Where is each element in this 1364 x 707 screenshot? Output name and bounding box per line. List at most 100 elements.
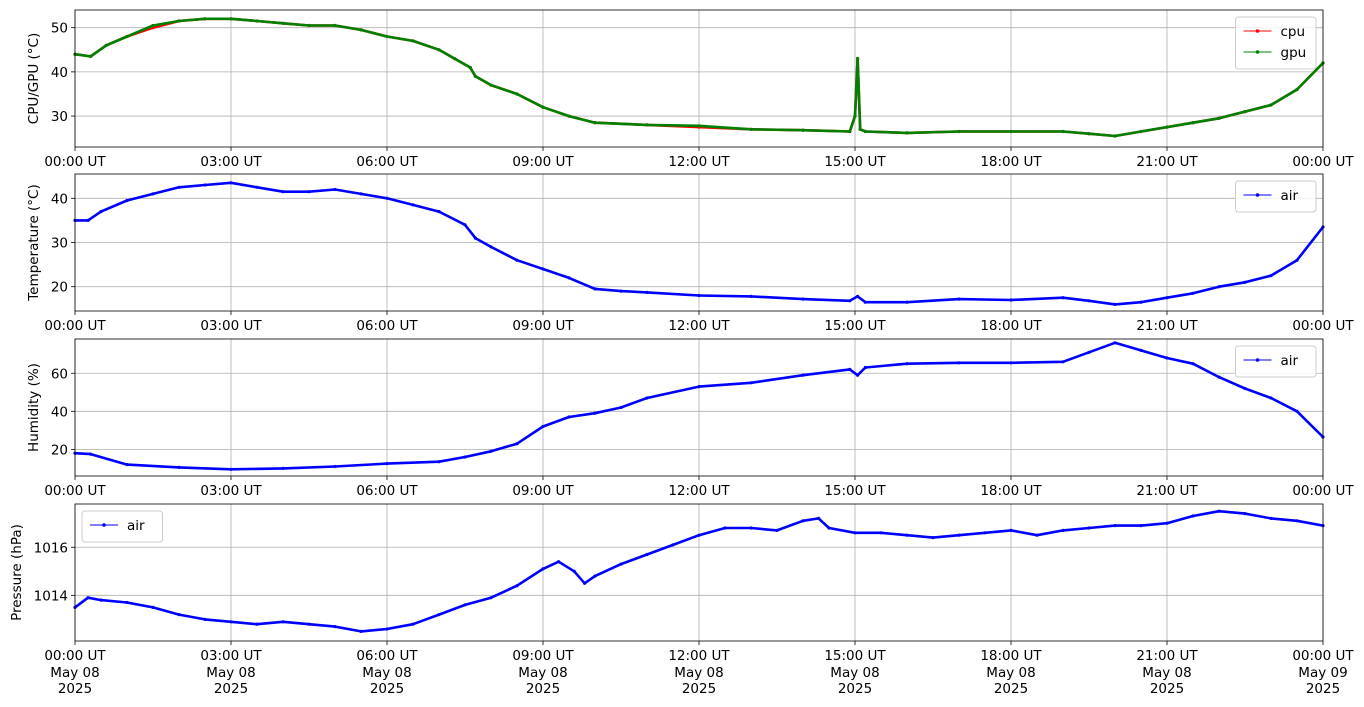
data-point [1113, 524, 1117, 528]
x-tick-label: 00:00 UT [44, 154, 106, 170]
x-tick-label: 18:00 UT [980, 154, 1042, 170]
data-point [1269, 103, 1273, 107]
data-point [86, 596, 90, 600]
data-point [1139, 129, 1143, 134]
x-tick-label: 18:00 UT [980, 483, 1042, 499]
x-tick-label: 18:00 UT [980, 648, 1042, 664]
data-point [333, 23, 337, 28]
x-tick-label: 03:00 UT [200, 483, 262, 499]
data-point [645, 552, 649, 557]
data-point [385, 462, 389, 466]
data-point [1243, 386, 1247, 391]
x-tick-date-label: 2025 [682, 681, 716, 697]
data-point [125, 600, 129, 605]
x-tick-date-label: 2025 [1306, 681, 1340, 697]
y-tick-label: 40 [51, 65, 68, 81]
data-point [281, 620, 285, 624]
x-tick-label: 12:00 UT [668, 154, 730, 170]
x-tick-label: 03:00 UT [200, 154, 262, 170]
data-point [905, 533, 909, 537]
legend-label: gpu [1281, 45, 1307, 61]
data-point [307, 23, 311, 28]
y-tick-label: 1016 [34, 540, 68, 556]
data-point [515, 92, 519, 96]
subplot-1: 00:00 UT 03:00 UT 06:00 UT 09:00 UT 12:00 UT… [26, 9, 1354, 170]
data-point [1295, 258, 1299, 262]
data-point [879, 531, 883, 535]
data-point [1061, 360, 1065, 364]
x-tick-date-label: 2025 [526, 681, 560, 697]
data-point [515, 258, 519, 262]
data-point [1061, 296, 1065, 300]
data-point [333, 187, 337, 192]
series-gpu [73, 17, 1325, 138]
legend-marker [1255, 50, 1260, 54]
data-point [1217, 375, 1221, 379]
data-point [1191, 514, 1195, 518]
data-point [801, 297, 805, 301]
data-point [593, 411, 597, 415]
x-tick-label: 09:00 UT [512, 154, 574, 170]
data-point [749, 294, 753, 298]
x-tick-label: 15:00 UT [824, 318, 886, 334]
data-point [863, 300, 868, 304]
data-point [697, 385, 701, 389]
data-point [229, 17, 233, 21]
data-point [89, 54, 93, 59]
data-point [177, 613, 181, 617]
data-point [1035, 533, 1039, 537]
data-point [541, 267, 545, 271]
data-point [255, 185, 259, 189]
x-tick-label: 00:00 UT [1292, 318, 1354, 334]
y-axis-label: CPU/GPU (°C) [26, 33, 42, 124]
y-tick-label: 20 [51, 280, 68, 296]
x-tick-date-label: May 08 [1142, 665, 1191, 681]
data-point [125, 463, 129, 467]
x-tick-label: 09:00 UT [512, 318, 574, 334]
data-point [931, 536, 935, 540]
data-point [957, 361, 961, 365]
data-point [572, 569, 576, 573]
data-point [801, 373, 805, 377]
data-point [593, 574, 597, 578]
data-point [333, 464, 337, 469]
data-point [1191, 362, 1195, 366]
data-point [104, 43, 108, 48]
data-point [463, 603, 467, 607]
data-point [411, 622, 415, 626]
data-point [515, 442, 519, 446]
x-tick-label: 21:00 UT [1136, 483, 1198, 499]
data-point [489, 245, 493, 249]
x-tick-date-label: 2025 [370, 681, 404, 697]
data-point [1269, 516, 1273, 521]
data-point [645, 123, 649, 127]
data-point [281, 466, 285, 470]
legend-box [1235, 16, 1317, 70]
legend: air [1235, 345, 1317, 378]
x-tick-date-label: May 08 [50, 665, 99, 681]
data-point [385, 34, 389, 39]
data-point [1113, 341, 1117, 345]
data-point [99, 210, 103, 214]
x-tick-label: 09:00 UT [512, 483, 574, 499]
data-point [1217, 509, 1221, 513]
axes-frame [74, 503, 1324, 642]
data-point [359, 28, 363, 32]
data-point [1061, 129, 1065, 134]
data-point [1087, 350, 1091, 354]
data-point [385, 196, 389, 200]
data-point [1243, 511, 1247, 516]
data-point [1061, 528, 1065, 533]
x-tick-label: 00:00 UT [44, 483, 106, 499]
y-axis-label: Pressure (hPa) [9, 524, 25, 621]
x-tick-label: 21:00 UT [1136, 648, 1198, 664]
data-point [177, 19, 181, 23]
data-point [1243, 110, 1247, 114]
data-point [1113, 134, 1117, 138]
legend-box [1235, 180, 1317, 213]
data-point [359, 192, 363, 196]
data-point [957, 533, 961, 537]
data-point [489, 449, 493, 453]
x-tick-date-label: May 08 [518, 665, 567, 681]
